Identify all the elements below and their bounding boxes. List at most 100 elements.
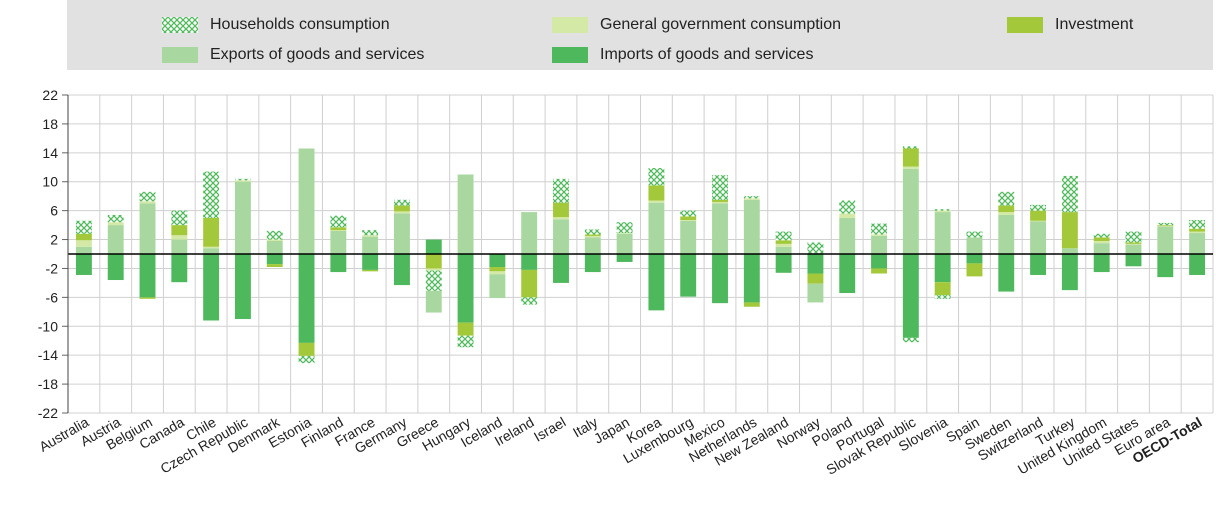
bar-segment-imports xyxy=(1093,254,1110,273)
bar-segment-imports xyxy=(902,254,919,338)
bar-segment-households xyxy=(584,229,601,235)
bar-segment-households xyxy=(680,210,697,217)
bar-segment-households xyxy=(648,167,665,186)
bar-segment-households xyxy=(362,230,379,236)
bar-segment-imports xyxy=(1189,254,1206,275)
bar-segment-investment xyxy=(266,264,283,268)
bar-segment-exports xyxy=(648,202,665,254)
bar-segment-imports xyxy=(775,254,792,273)
bar-segment-investment xyxy=(553,202,569,218)
bar-segment-imports xyxy=(425,239,442,254)
bar-segment-households xyxy=(807,242,824,254)
y-tick-label: -18 xyxy=(38,376,58,392)
bar-segment-households xyxy=(1030,204,1047,211)
x-axis: AustraliaAustriaBelgiumCanadaChileCzech … xyxy=(36,413,1204,478)
bar-segment-imports xyxy=(553,254,569,283)
legend-label-households: Households consumption xyxy=(210,16,390,33)
bar-segment-exports xyxy=(966,237,983,254)
bar-segment-government xyxy=(394,211,410,214)
bar-segment-exports xyxy=(998,214,1015,254)
bar-segment-exports xyxy=(902,168,919,254)
bar-segment-households xyxy=(521,297,538,305)
bar-segment-investment xyxy=(1030,210,1047,221)
bar-segment-exports xyxy=(1061,248,1078,254)
bar-segment-exports xyxy=(425,290,442,313)
bar-segment-exports xyxy=(839,217,856,254)
y-tick-label: 18 xyxy=(42,116,58,132)
bar-segment-government xyxy=(584,235,601,238)
bar-segment-imports xyxy=(616,254,633,262)
bar-segment-investment xyxy=(584,234,601,236)
bars xyxy=(68,146,1213,364)
bar-segment-government xyxy=(139,201,156,204)
y-tick-label: -6 xyxy=(46,289,59,305)
bar-segment-exports xyxy=(680,220,697,254)
bar-segment-imports xyxy=(648,254,665,311)
bar-segment-investment xyxy=(171,225,188,236)
bar-segment-imports xyxy=(75,254,92,275)
bar-segment-exports xyxy=(107,225,124,254)
bar-segment-investment xyxy=(75,233,92,241)
bar-segment-imports xyxy=(712,254,728,304)
bar-segment-government xyxy=(998,212,1015,215)
bar-segment-government xyxy=(107,222,124,226)
bar-segment-investment xyxy=(489,267,506,272)
bar-segment-government xyxy=(1093,240,1110,244)
bar-segment-government xyxy=(171,235,188,240)
bar-segment-investment xyxy=(1157,225,1174,226)
y-tick-label: 22 xyxy=(42,87,58,103)
y-tick-label: -14 xyxy=(38,347,58,363)
bar-segment-investment xyxy=(1125,242,1142,244)
bar-segment-imports xyxy=(807,254,824,274)
bar-segment-imports xyxy=(266,254,283,265)
bar-segment-imports xyxy=(330,254,347,273)
bar-segment-households xyxy=(107,214,124,223)
bar-segment-investment xyxy=(330,227,347,231)
bar-segment-exports xyxy=(712,203,728,254)
bar-segment-exports xyxy=(934,212,951,254)
bar-segment-imports xyxy=(966,254,983,264)
legend-swatch-investment xyxy=(1007,17,1043,33)
bar-segment-households xyxy=(394,199,410,206)
bar-segment-exports xyxy=(75,246,92,254)
bar-segment-investment xyxy=(902,148,919,167)
bar-segment-government xyxy=(1157,225,1174,227)
bar-segment-exports xyxy=(489,274,506,299)
bar-segment-government xyxy=(234,180,251,182)
bar-segment-imports xyxy=(680,254,697,297)
bar-segment-households xyxy=(743,196,760,199)
bar-segment-households xyxy=(75,220,92,234)
bar-segment-exports xyxy=(171,239,188,254)
bar-segment-investment xyxy=(457,322,474,336)
bar-segment-households xyxy=(139,191,156,202)
bar-segment-government xyxy=(712,201,728,204)
bar-segment-exports xyxy=(1157,226,1174,254)
bar-segment-imports xyxy=(521,254,538,270)
legend-label-exports: Exports of goods and services xyxy=(210,46,425,63)
bar-segment-government xyxy=(203,246,220,249)
bar-segment-government xyxy=(648,200,665,203)
bar-segment-households xyxy=(1093,233,1110,238)
bar-segment-government xyxy=(489,271,506,275)
bar-segment-exports xyxy=(584,237,601,254)
bar-segment-households xyxy=(712,175,728,200)
bar-segment-imports xyxy=(362,254,379,270)
legend-item-government: General government consumption xyxy=(552,16,841,34)
bar-segment-exports xyxy=(1030,221,1047,254)
bar-segment-exports xyxy=(234,181,251,254)
legend-item-investment: Investment xyxy=(1007,16,1133,34)
bar-segment-government xyxy=(362,235,379,237)
legend-item-imports: Imports of goods and services xyxy=(552,46,813,64)
bar-segment-investment xyxy=(743,302,760,307)
bar-segment-exports xyxy=(330,230,347,254)
bar-segment-imports xyxy=(139,254,156,298)
bar-segment-exports xyxy=(521,212,538,254)
bar-segment-imports xyxy=(934,254,951,283)
bar-segment-government xyxy=(330,230,347,231)
bar-segment-investment xyxy=(1093,237,1110,241)
bar-segment-government xyxy=(743,198,760,200)
bar-segment-investment xyxy=(807,273,824,284)
bar-segment-investment xyxy=(394,205,410,212)
bar-segment-households xyxy=(266,230,283,240)
legend-swatch-government xyxy=(552,17,588,33)
